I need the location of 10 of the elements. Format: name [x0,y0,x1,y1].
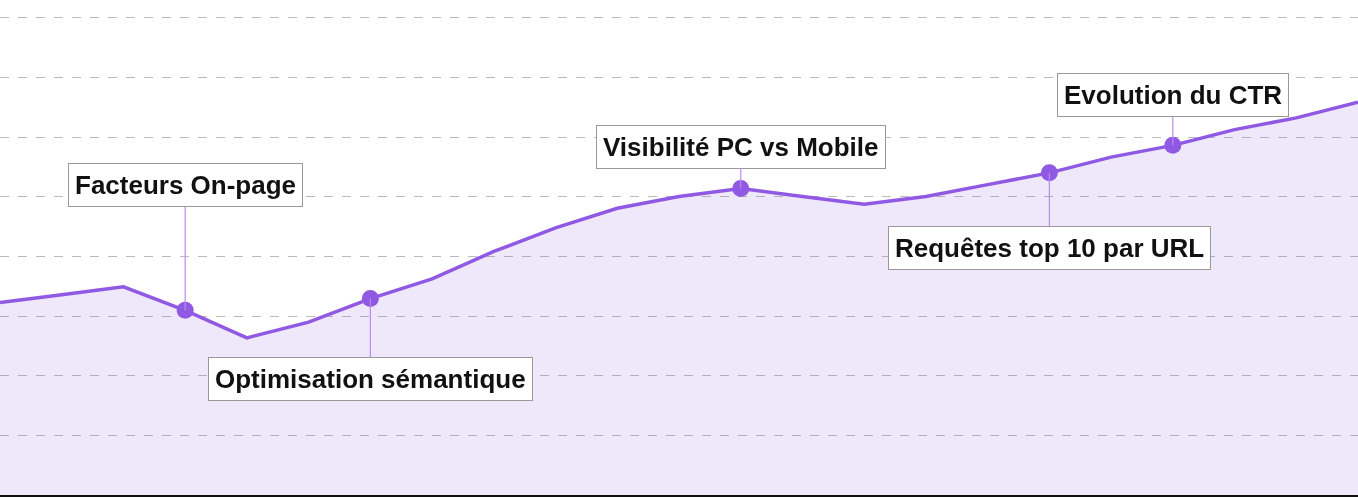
annotation: Facteurs On-page [75,170,297,200]
annotation: Requêtes top 10 par URL [895,233,1205,263]
point [1164,136,1182,154]
annotation: Visibilité PC vs Mobile [603,132,879,162]
annotation: Evolution du CTR [1064,80,1283,110]
point [732,180,750,198]
point [1040,164,1058,182]
annotation: Optimisation sémantique [215,364,526,394]
point [361,290,379,308]
point [176,301,194,319]
